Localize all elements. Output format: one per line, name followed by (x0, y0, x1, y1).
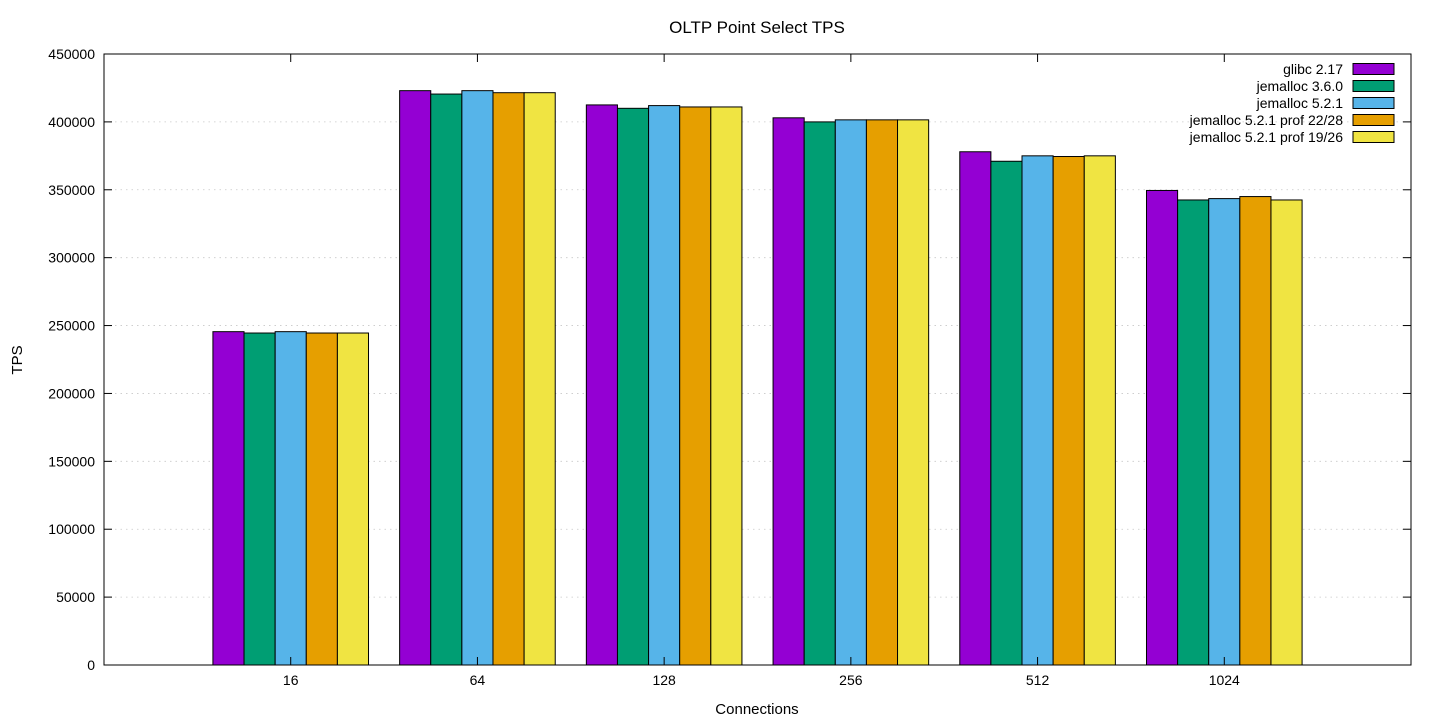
bar (430, 93, 463, 666)
plot-frame (103, 53, 1412, 666)
bar (305, 332, 338, 666)
x-tick-label: 512 (1026, 672, 1050, 688)
y-tick-label: 0 (87, 657, 95, 673)
bar (679, 106, 712, 666)
bar (772, 117, 805, 666)
bar (1052, 156, 1085, 666)
x-tick-label: 1024 (1209, 672, 1240, 688)
bar (1083, 155, 1116, 666)
bar (585, 104, 618, 666)
bar (1177, 199, 1210, 666)
bar (399, 90, 432, 666)
bar (897, 119, 930, 666)
bar (274, 331, 307, 666)
y-tick-label: 100000 (48, 521, 95, 537)
y-tick-label: 450000 (48, 46, 95, 62)
chart-title: OLTP Point Select TPS (669, 18, 845, 37)
y-tick-label: 200000 (48, 385, 95, 401)
bar (523, 92, 556, 666)
axis-ticks: 0 50000 100000 150000 200000 250000 300000 3500… (48, 46, 1411, 688)
legend-swatch (1352, 131, 1395, 143)
bar (1021, 155, 1054, 666)
bar (990, 160, 1023, 666)
bar (865, 119, 899, 666)
bar (243, 332, 276, 666)
bar (1145, 189, 1179, 666)
legend-label: glibc 2.17 (1283, 61, 1343, 77)
bar (1239, 196, 1272, 666)
bar (648, 105, 681, 666)
bar (803, 121, 836, 666)
legend-label: jemalloc 3.6.0 (1256, 78, 1344, 94)
y-tick-label: 350000 (48, 182, 95, 198)
bar (834, 119, 867, 666)
y-tick-label: 250000 (48, 318, 95, 334)
y-tick-label: 150000 (48, 453, 95, 469)
bar (212, 331, 245, 666)
legend-label: jemalloc 5.2.1 prof 22/28 (1189, 112, 1344, 128)
bar (492, 92, 525, 666)
bar (336, 332, 370, 666)
bar (461, 90, 494, 666)
legend-swatch (1352, 114, 1395, 126)
legend-label: jemalloc 5.2.1 prof 19/26 (1189, 129, 1344, 145)
bar (1208, 198, 1241, 666)
bars (212, 90, 1303, 666)
legend-label: jemalloc 5.2.1 (1256, 95, 1344, 111)
x-tick-label: 128 (652, 672, 676, 688)
legend-swatch (1352, 63, 1395, 75)
y-tick-label: 300000 (48, 250, 95, 266)
y-tick-label: 400000 (48, 114, 95, 130)
x-tick-label: 16 (283, 672, 299, 688)
bar (616, 107, 650, 666)
x-tick-label: 64 (470, 672, 486, 688)
x-axis-label: Connections (715, 701, 798, 718)
bar (710, 106, 743, 666)
x-tick-label: 256 (839, 672, 863, 688)
legend-swatch (1352, 97, 1395, 109)
bar (1270, 199, 1303, 666)
bar (959, 151, 992, 666)
legend-swatch (1352, 80, 1395, 92)
y-axis-label: TPS (9, 345, 26, 374)
y-tick-label: 50000 (56, 589, 95, 605)
